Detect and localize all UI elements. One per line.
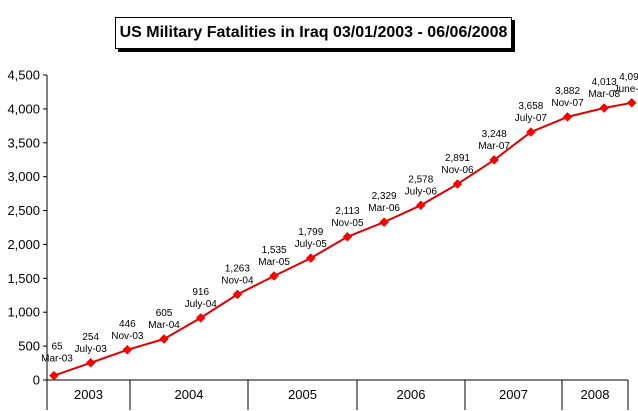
y-tick-label: 4,000: [7, 101, 40, 116]
data-value-label: 1,799: [298, 227, 323, 238]
data-date-label: Nov-06: [441, 165, 474, 176]
x-year-label: 2008: [581, 387, 610, 402]
data-point-marker: [159, 334, 169, 344]
y-tick-label: 2,000: [7, 237, 40, 252]
y-tick-label: 1,000: [7, 305, 40, 320]
x-year-label: 2007: [499, 387, 528, 402]
data-date-label: July-07: [515, 113, 548, 124]
data-date-label: July-03: [75, 344, 108, 355]
data-date-label: Nov-04: [221, 275, 254, 286]
data-date-label: Mar-05: [258, 257, 290, 268]
data-point-marker: [599, 103, 610, 113]
data-value-label: 2,578: [408, 174, 433, 185]
axes: 0 500 1,000 1,500 2,000 2,500 3,000 3,500 4,000 4…: [7, 68, 629, 410]
data-labels: 65Mar-03254July-03446Nov-03605Mar-04916J…: [41, 72, 638, 365]
data-value-label: 1,263: [225, 263, 250, 274]
data-value-label: 4,013: [592, 77, 617, 88]
data-value-label: 1,535: [262, 245, 287, 256]
data-date-label: July-05: [295, 239, 328, 250]
data-point-marker: [525, 127, 536, 137]
data-date-label: Mar-07: [478, 141, 510, 152]
data-point-marker: [122, 344, 133, 355]
data-value-label: 2,329: [372, 191, 397, 202]
y-tick-label: 500: [18, 339, 40, 354]
data-date-label: Mar-04: [148, 320, 180, 331]
data-point-marker: [562, 112, 573, 122]
y-tick-label: 4,500: [7, 68, 40, 83]
y-tick-label: 2,500: [7, 203, 40, 218]
data-value-label: 2,891: [445, 153, 470, 164]
data-point-marker: [195, 313, 206, 323]
data-point-marker: [379, 217, 389, 227]
data-value-label: 2,113: [335, 206, 360, 217]
data-point-marker: [85, 357, 96, 368]
data-value-label: 254: [82, 332, 99, 343]
data-point-marker: [342, 231, 353, 242]
data-point-marker: [232, 289, 243, 300]
x-year-label: 2004: [175, 387, 204, 402]
data-date-label: Mar-06: [368, 203, 400, 214]
data-value-label: 916: [192, 287, 209, 298]
data-date-label: Mar-03: [41, 354, 73, 365]
data-point-marker: [305, 253, 316, 263]
y-tick-label: 3,500: [7, 135, 40, 150]
data-date-label: Nov-05: [331, 218, 364, 229]
data-point-marker: [49, 370, 59, 381]
data-point-marker: [269, 271, 279, 281]
y-tick-label: 3,000: [7, 169, 40, 184]
data-date-label: June-08: [614, 84, 638, 95]
data-value-label: 3,248: [482, 129, 507, 140]
y-tick-label: 0: [33, 373, 40, 388]
y-tick-label: 1,500: [7, 271, 40, 286]
data-date-label: Nov-07: [551, 98, 584, 109]
data-date-label: July-04: [185, 299, 218, 310]
data-point-marker: [415, 200, 426, 211]
x-year-label: 2003: [74, 387, 103, 402]
chart-title: US Military Fatalities in Iraq 03/01/200…: [115, 17, 512, 49]
data-date-label: Mar-08: [588, 89, 620, 100]
data-value-label: 446: [119, 319, 136, 330]
data-value-label: 65: [51, 342, 63, 353]
x-year-label: 2005: [288, 387, 317, 402]
data-value-label: 4,090: [619, 72, 638, 83]
data-point-marker: [452, 179, 463, 189]
data-value-label: 605: [156, 308, 173, 319]
data-value-label: 3,658: [518, 101, 543, 112]
data-value-label: 3,882: [555, 86, 580, 97]
data-point-marker: [489, 155, 500, 165]
data-date-label: July-06: [405, 186, 438, 197]
markers: [49, 97, 637, 381]
data-point-marker: [626, 97, 637, 108]
x-year-label: 2006: [397, 387, 426, 402]
data-date-label: Nov-03: [111, 331, 144, 342]
